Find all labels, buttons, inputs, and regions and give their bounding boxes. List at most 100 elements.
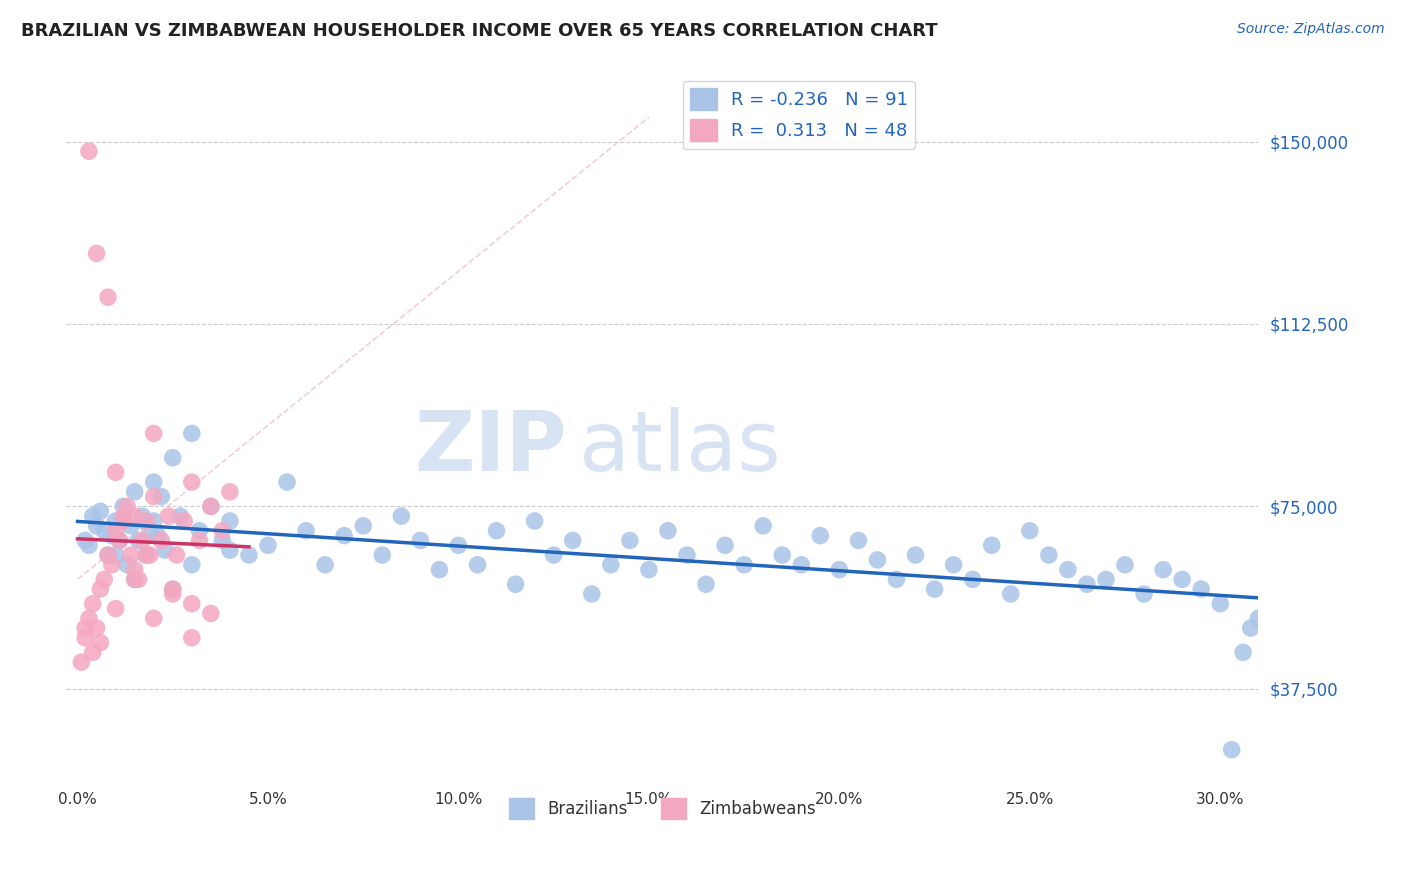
Point — [142, 490, 165, 504]
Point — [200, 607, 222, 621]
Point — [89, 504, 111, 518]
Point — [93, 524, 115, 538]
Point — [162, 587, 184, 601]
Point — [162, 450, 184, 465]
Point — [82, 597, 104, 611]
Point — [561, 533, 583, 548]
Point — [104, 524, 127, 538]
Point — [146, 528, 169, 542]
Point — [1076, 577, 1098, 591]
Point — [77, 145, 100, 159]
Point — [142, 611, 165, 625]
Point — [295, 524, 318, 538]
Point — [238, 548, 260, 562]
Point — [104, 548, 127, 562]
Point — [733, 558, 755, 572]
Point — [173, 514, 195, 528]
Point — [101, 558, 124, 572]
Point — [485, 524, 508, 538]
Point — [866, 553, 889, 567]
Point — [657, 524, 679, 538]
Point — [371, 548, 394, 562]
Point — [389, 509, 412, 524]
Point — [924, 582, 946, 596]
Point — [162, 582, 184, 596]
Point — [257, 538, 280, 552]
Point — [124, 509, 146, 524]
Point — [124, 573, 146, 587]
Point — [124, 484, 146, 499]
Point — [333, 528, 356, 542]
Point — [131, 509, 153, 524]
Point — [101, 528, 124, 542]
Point — [104, 514, 127, 528]
Point — [120, 519, 142, 533]
Point — [1240, 621, 1263, 635]
Point — [808, 528, 831, 542]
Point — [157, 509, 180, 524]
Point — [695, 577, 717, 591]
Point — [770, 548, 793, 562]
Point — [980, 538, 1002, 552]
Point — [180, 558, 202, 572]
Point — [135, 548, 157, 562]
Point — [352, 519, 374, 533]
Point — [139, 524, 162, 538]
Point — [89, 635, 111, 649]
Point — [89, 582, 111, 596]
Point — [962, 573, 984, 587]
Point — [1095, 573, 1118, 587]
Point — [142, 426, 165, 441]
Point — [1038, 548, 1060, 562]
Point — [188, 524, 211, 538]
Point — [447, 538, 470, 552]
Point — [153, 543, 176, 558]
Point — [1247, 611, 1270, 625]
Point — [135, 514, 157, 528]
Point — [467, 558, 489, 572]
Point — [162, 582, 184, 596]
Point — [115, 558, 138, 572]
Point — [180, 426, 202, 441]
Point — [139, 548, 162, 562]
Point — [82, 645, 104, 659]
Point — [1133, 587, 1156, 601]
Point — [77, 611, 100, 625]
Point — [86, 519, 108, 533]
Point — [1018, 524, 1040, 538]
Point — [505, 577, 527, 591]
Point — [86, 246, 108, 260]
Point — [1114, 558, 1136, 572]
Point — [1152, 563, 1174, 577]
Point — [714, 538, 737, 552]
Point — [97, 290, 120, 304]
Point — [120, 548, 142, 562]
Point — [1232, 645, 1254, 659]
Point — [97, 548, 120, 562]
Point — [104, 466, 127, 480]
Point — [127, 573, 149, 587]
Point — [108, 533, 131, 548]
Point — [124, 573, 146, 587]
Point — [135, 548, 157, 562]
Point — [409, 533, 432, 548]
Point — [1057, 563, 1080, 577]
Point — [112, 500, 135, 514]
Point — [219, 543, 242, 558]
Point — [200, 500, 222, 514]
Point — [1000, 587, 1022, 601]
Point — [82, 509, 104, 524]
Point — [70, 655, 93, 669]
Point — [180, 475, 202, 489]
Text: Source: ZipAtlas.com: Source: ZipAtlas.com — [1237, 22, 1385, 37]
Point — [180, 597, 202, 611]
Point — [142, 514, 165, 528]
Point — [942, 558, 965, 572]
Point — [115, 500, 138, 514]
Point — [75, 533, 97, 548]
Point — [599, 558, 621, 572]
Legend: Brazilians, Zimbabweans: Brazilians, Zimbabweans — [502, 792, 823, 825]
Point — [429, 563, 451, 577]
Point — [131, 533, 153, 548]
Point — [1220, 742, 1243, 756]
